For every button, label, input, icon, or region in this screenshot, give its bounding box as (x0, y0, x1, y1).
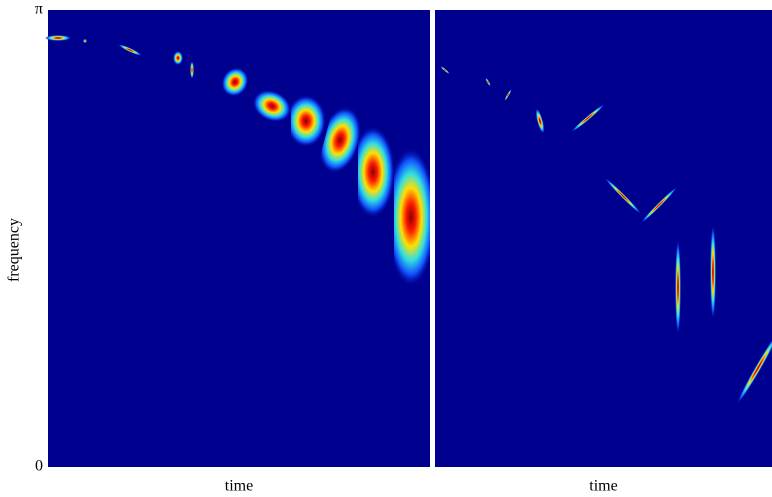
y-axis-label: frequency (6, 218, 23, 282)
x-axis-label: time (225, 478, 253, 495)
y-tick-label: π (35, 1, 43, 18)
y-tick-label: 0 (35, 458, 43, 475)
chart: time frequency 0 π time (0, 0, 772, 497)
x-axis-label: time (589, 478, 617, 495)
